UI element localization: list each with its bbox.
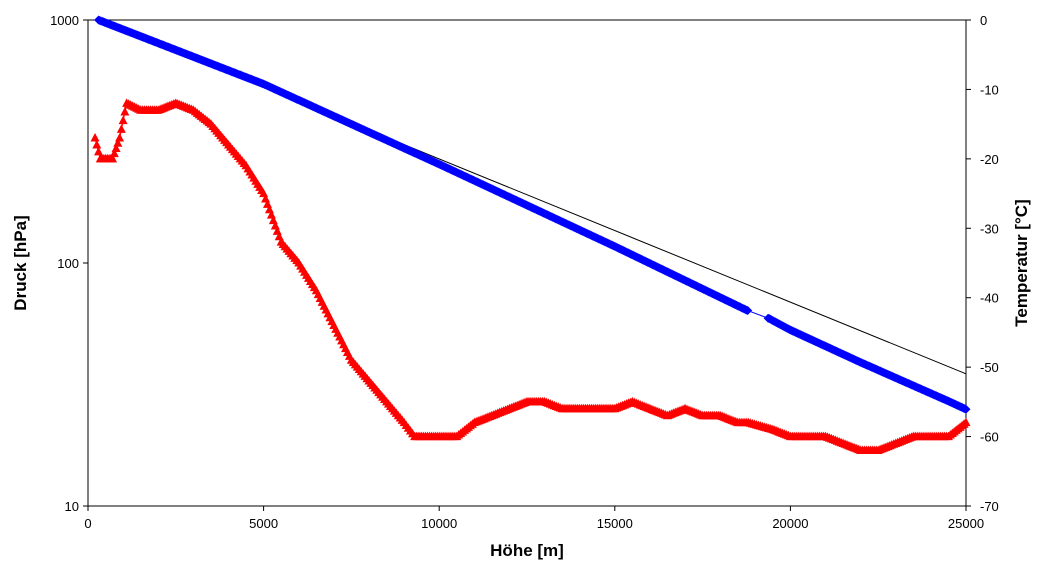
pressure-point [961, 404, 971, 414]
x-tick-label: 20000 [772, 516, 808, 531]
right-tick-label: -30 [980, 221, 999, 236]
right-tick-label: -50 [980, 360, 999, 375]
left-tick-label: 10 [65, 499, 79, 514]
x-tick-label: 0 [84, 516, 91, 531]
temperature-point [116, 124, 126, 133]
data-marks [90, 15, 971, 454]
right-tick-label: -60 [980, 430, 999, 445]
right-axis-ticks: 0 -10 -20 -30 -40 -50 -60 -70 [966, 13, 999, 514]
x-tick-label: 10000 [421, 516, 457, 531]
temperature-point [120, 106, 130, 116]
temperature-point [113, 138, 123, 147]
right-tick-label: -20 [980, 152, 999, 167]
temperature-point [109, 148, 119, 158]
temperature-point [108, 153, 118, 163]
temperature-point [94, 146, 104, 156]
x-axis-ticks: 0 5000 10000 15000 20000 25000 [84, 506, 984, 531]
left-axis-ticks: 10 100 1000 [50, 13, 88, 514]
right-tick-label: -40 [980, 291, 999, 306]
left-tick-label: 1000 [50, 13, 79, 28]
x-tick-label: 5000 [249, 516, 278, 531]
left-axis-title: Druck [hPa] [11, 215, 30, 310]
pressure-point [743, 306, 753, 316]
temperature-point [90, 133, 100, 142]
temperature-point [118, 115, 128, 125]
x-tick-label: 25000 [948, 516, 984, 531]
temperature-point [92, 139, 102, 149]
temperature-point [961, 417, 971, 427]
right-axis-title: Temperatur [°C] [1012, 199, 1031, 326]
right-tick-label: -70 [980, 499, 999, 514]
right-tick-label: 0 [980, 13, 987, 28]
left-tick-label: 100 [57, 256, 79, 271]
right-tick-label: -10 [980, 82, 999, 97]
temperature-point [115, 133, 125, 142]
temperature-point [111, 143, 121, 152]
plot-area [87, 19, 967, 507]
x-axis-title: Höhe [m] [490, 541, 564, 560]
x-tick-label: 15000 [597, 516, 633, 531]
